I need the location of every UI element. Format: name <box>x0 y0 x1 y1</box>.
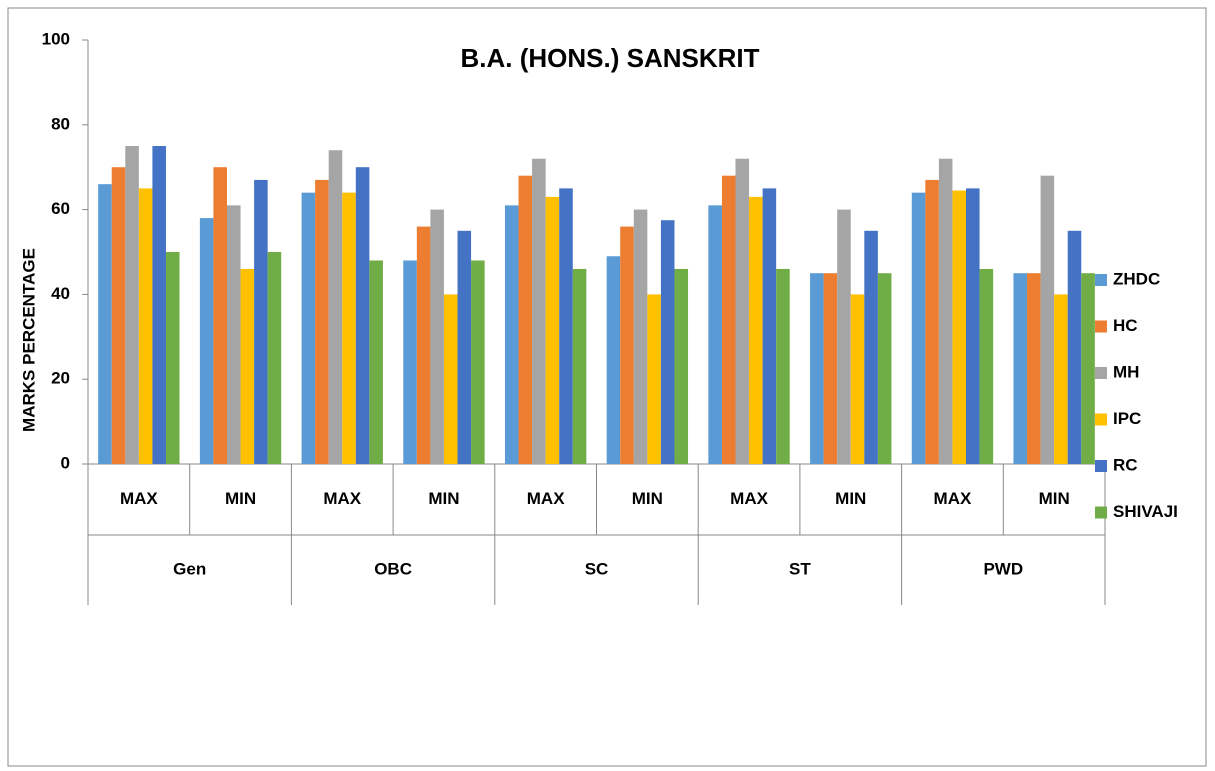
bar <box>810 273 824 464</box>
bar <box>660 220 675 464</box>
group-label: OBC <box>374 559 412 578</box>
x-tick-label: MIN <box>428 489 459 508</box>
bar <box>647 294 661 464</box>
bar <box>342 192 356 464</box>
bar <box>267 252 282 464</box>
bar <box>1081 273 1095 464</box>
bar <box>315 179 329 465</box>
y-tick-label: 60 <box>51 199 70 218</box>
bar <box>674 268 689 464</box>
bar <box>254 179 268 465</box>
legend-label: SHIVAJI <box>1113 502 1178 521</box>
legend-swatch <box>1095 320 1107 333</box>
y-tick-label: 0 <box>61 453 70 472</box>
x-tick-label: MIN <box>632 489 663 508</box>
bar <box>416 226 431 464</box>
x-tick-label: MAX <box>323 489 361 508</box>
chart-frame <box>7 7 1207 767</box>
bar <box>443 294 458 464</box>
bar <box>98 184 112 464</box>
bar <box>138 188 153 464</box>
bar <box>532 158 546 464</box>
bar <box>850 294 865 464</box>
bar <box>559 188 573 464</box>
bar <box>301 192 316 464</box>
bar <box>749 196 763 464</box>
x-tick-label: MAX <box>934 489 972 508</box>
y-tick-label: 20 <box>51 369 70 388</box>
bar <box>1054 294 1068 464</box>
bar <box>545 196 560 464</box>
bar <box>355 167 370 464</box>
group-label: SC <box>585 559 609 578</box>
bar <box>165 252 180 464</box>
bar <box>518 175 533 464</box>
bar <box>966 188 980 464</box>
bar <box>199 218 214 464</box>
bar <box>925 179 939 465</box>
bar <box>823 273 838 464</box>
bar <box>721 175 736 464</box>
bar <box>735 158 750 464</box>
bar <box>837 209 851 464</box>
chart-title: B.A. (HONS.) SANSKRIT <box>461 43 760 73</box>
x-tick-label: MIN <box>225 489 256 508</box>
group-label: PWD <box>983 559 1023 578</box>
group-label: Gen <box>173 559 206 578</box>
bar <box>369 260 383 464</box>
legend-label: IPC <box>1113 409 1141 428</box>
bar <box>776 268 790 464</box>
bar <box>403 260 417 464</box>
bar <box>620 226 634 464</box>
bar <box>606 256 621 464</box>
x-tick-label: MAX <box>527 489 565 508</box>
bar <box>1013 273 1028 464</box>
bar <box>938 158 953 464</box>
bar <box>1027 273 1041 464</box>
bar <box>111 167 126 464</box>
legend-label: ZHDC <box>1113 269 1160 288</box>
y-tick-label: 40 <box>51 284 70 303</box>
bar <box>911 192 926 464</box>
x-tick-label: MIN <box>1039 489 1070 508</box>
legend-swatch <box>1095 367 1107 379</box>
bar <box>633 209 648 464</box>
legend-swatch <box>1095 413 1107 426</box>
bar <box>762 188 777 464</box>
x-tick-label: MIN <box>835 489 866 508</box>
legend-label: HC <box>1113 316 1138 335</box>
bar <box>864 230 878 464</box>
bar <box>328 150 343 465</box>
bar <box>1067 230 1082 464</box>
bar <box>471 260 485 464</box>
x-tick-label: MAX <box>730 489 768 508</box>
bar <box>877 273 892 464</box>
bar <box>457 230 472 464</box>
legend-swatch <box>1095 460 1107 472</box>
x-tick-label: MAX <box>120 489 158 508</box>
y-tick-label: 80 <box>51 114 70 133</box>
y-axis-label: MARKS PERCENTAGE <box>19 248 38 432</box>
bar <box>1040 175 1055 464</box>
y-tick-label: 100 <box>42 29 70 48</box>
bar <box>572 268 587 464</box>
bar <box>125 146 139 464</box>
bar <box>240 268 255 464</box>
legend-label: MH <box>1113 362 1139 381</box>
bar <box>952 190 967 464</box>
bar <box>213 167 227 464</box>
legend-swatch <box>1095 274 1107 286</box>
bar <box>504 205 519 465</box>
bar <box>152 146 166 464</box>
group-label: ST <box>789 559 811 578</box>
bar <box>226 205 241 465</box>
bar <box>430 209 444 464</box>
legend-label: RC <box>1113 455 1138 474</box>
bar <box>979 268 994 464</box>
legend-swatch <box>1095 506 1107 519</box>
bar <box>708 205 722 465</box>
